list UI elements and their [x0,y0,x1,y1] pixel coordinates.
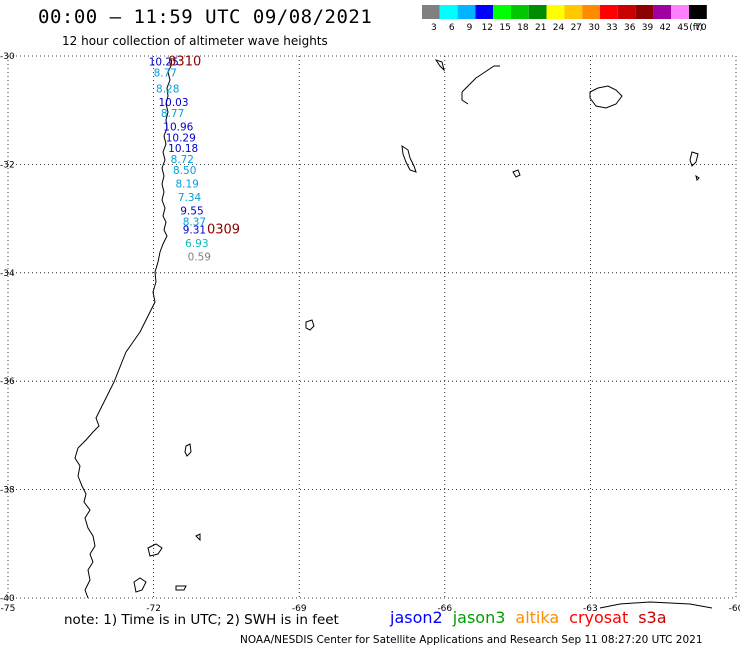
swh-value: 8.77 [154,67,177,79]
legend-swatch-18 [511,5,529,19]
legend-label: 9 [467,23,473,33]
satellite-jason2: jason2 [390,608,443,627]
footer-credit: NOAA/NESDIS Center for Satellite Applica… [240,634,703,646]
legend-label: 45 [677,23,688,33]
legend-swatch-30 [582,5,600,19]
swh-value: 0.59 [188,252,211,264]
lat-tick-label: -38 [0,486,15,496]
legend-label: 39 [642,23,654,33]
legend-swatch-15 [493,5,511,19]
island-mid-1 [401,144,417,173]
island-north-2 [461,65,500,105]
lat-tick-label: -34 [0,269,15,279]
footer-note: note: 1) Time is in UTC; 2) SWH is in fe… [64,612,339,628]
lon-tick-label: -69 [292,604,307,614]
satellite-s3a: s3a [638,608,667,627]
legend-label: 21 [535,23,546,33]
legend-label: 15 [499,23,510,33]
island-south-4 [175,585,187,591]
swh-value: 10.18 [168,143,198,155]
swh-value: 8.37 [183,216,206,228]
legend-label: 33 [606,23,617,33]
legend-label: 27 [571,23,582,33]
legend-swatch-42 [653,5,672,19]
legend-swatch-21 [528,5,547,19]
island-east-3 [695,174,700,181]
satellite-cryosat: cryosat [569,608,629,627]
lon-tick-label: -66 [437,604,452,614]
lon-tick-label: -63 [583,604,598,614]
lat-tick-label: -36 [0,377,15,387]
swh-value: 8.50 [173,165,196,177]
chile-coastline [74,57,173,599]
legend-swatch-24 [546,5,565,19]
swh-value: 8.19 [175,178,198,190]
island-mid-2 [512,169,521,178]
swh-value: 10.03 [158,97,188,109]
track-time-label: 0310 [168,54,201,69]
legend-swatch-3 [422,5,440,19]
swh-value: 9.31 [183,224,206,236]
page-title: 00:00 – 11:59 UTC 09/08/2021 [38,6,373,28]
map-grid: -30 -32 -34 -36 -38 -40-75 -72 -69 -66 -63 -60 [0,52,740,614]
lon-tick-label: -72 [146,604,161,614]
island-south-2 [147,543,163,557]
lat-tick-label: -30 [0,52,15,62]
island-central [305,319,315,331]
legend-swatch-36 [617,5,636,19]
legend-swatch-6 [439,5,458,19]
legend-swatch-33 [600,5,618,19]
altimeter-track: 10.258.778.2810.038.7710.9610.2910.188.7… [149,54,240,263]
satellite-jason3: jason3 [452,608,506,627]
swh-value: 10.25 [149,56,179,68]
island-east-1 [589,85,623,109]
satellite-altika: altika [515,608,560,627]
swh-value: 9.55 [180,205,203,217]
legend-label: 42 [660,23,671,33]
legend-swatch-45 [671,5,689,19]
swh-value: 8.77 [161,108,184,120]
legend-label: 3 [431,23,437,33]
swh-value: 6.93 [185,238,208,250]
swh-value: 10.96 [163,121,193,133]
island-south-5 [195,533,201,542]
legend-label: 30 [588,23,600,33]
legend-swatch-27 [564,5,583,19]
legend-label: 18 [517,23,529,33]
legend-unit: (ft) [689,23,703,33]
island-se [599,601,713,609]
swh-value: 10.29 [166,132,196,144]
lon-tick-label: -75 [1,604,16,614]
island-north-1 [434,59,445,72]
legend-label: 24 [553,23,565,33]
lat-tick-label: -40 [0,594,15,604]
legend-label: 36 [624,23,636,33]
color-legend: 3 6 9 12 15 18 21 24 27 30 33 36 39 42 45 70(ft) [422,5,707,33]
coastline [74,57,713,609]
page-subtitle: 12 hour collection of altimeter wave hei… [62,34,328,48]
island-south-3 [133,577,147,593]
swh-value: 7.34 [178,192,202,204]
legend-swatch-70 [689,5,707,19]
legend-swatch-12 [475,5,494,19]
legend-label: 6 [449,23,455,33]
legend-swatch-39 [635,5,654,19]
swh-value: 8.72 [171,154,194,166]
legend-label: 12 [482,23,493,33]
lat-tick-label: -32 [0,160,15,170]
island-east-2 [689,151,699,167]
legend-label: 70 [695,23,707,33]
swh-value: 8.28 [156,84,179,96]
lon-tick-label: -60 [729,604,740,614]
satellite-legend: jason2 jason3 altika cryosat s3a [390,608,677,627]
track-time-label: 0309 [207,222,240,237]
legend-swatch-9 [457,5,476,19]
island-south-1 [184,443,192,457]
